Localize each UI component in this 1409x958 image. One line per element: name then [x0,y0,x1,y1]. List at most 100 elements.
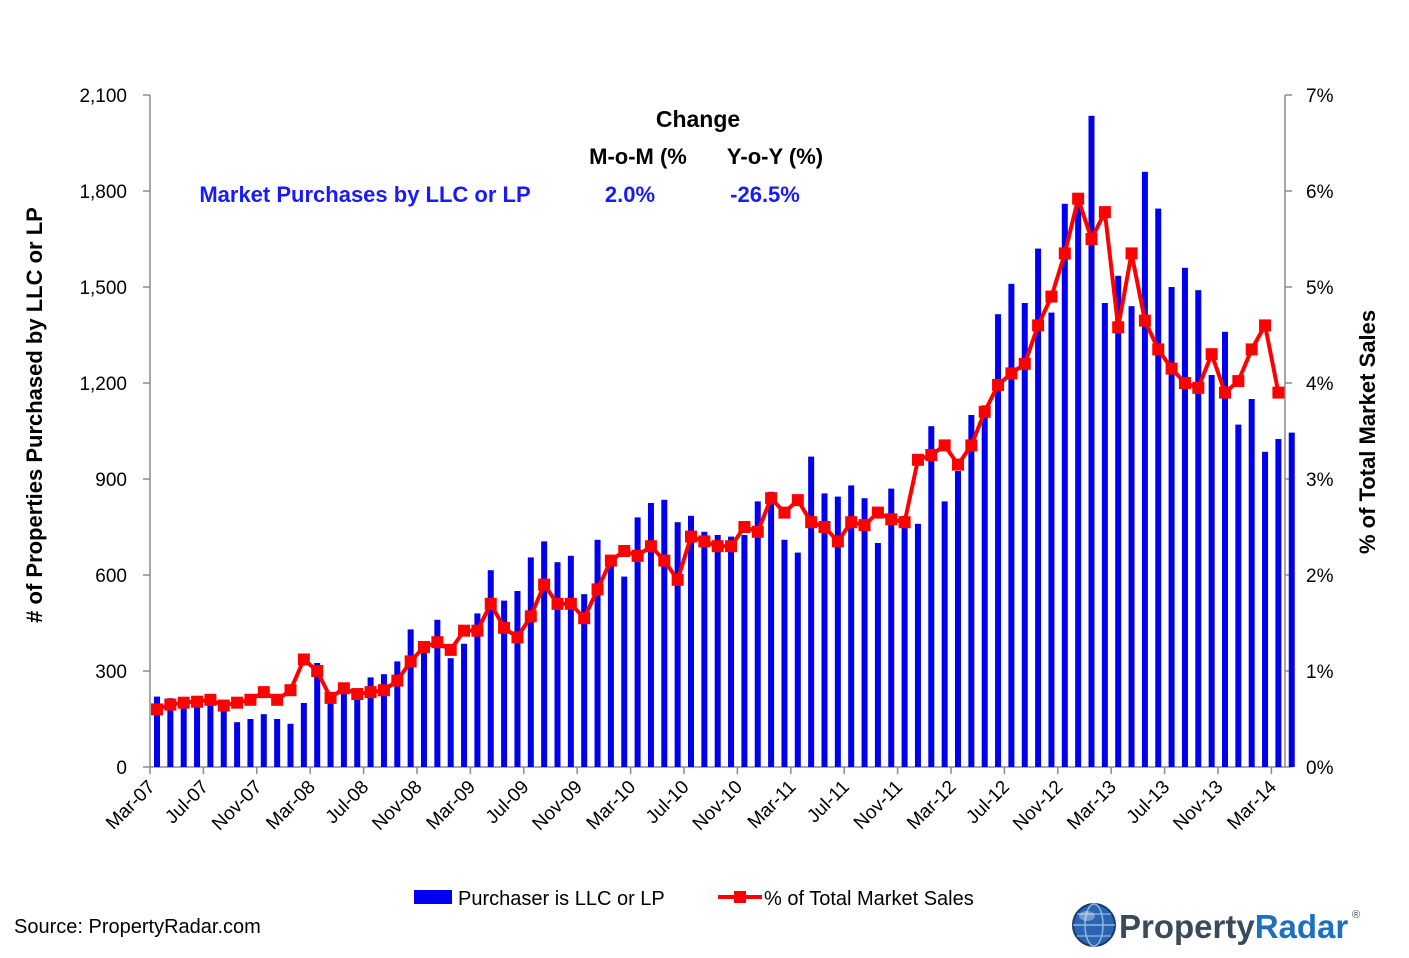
bar [314,663,321,767]
x-tick-label: Jul-10 [642,777,693,828]
bar [327,693,334,767]
line-marker [791,494,804,507]
line-marker [618,545,631,557]
x-tick-label: Mar-07 [102,777,159,834]
bar [1021,303,1028,767]
x-tick-label: Nov-11 [850,777,907,834]
bar [741,535,748,767]
bar [554,562,561,767]
line-marker [564,597,577,610]
bar [447,658,454,767]
bar [154,696,160,767]
bar [781,539,788,767]
left-y-ticks: 0 300 600 900 1,200 1,500 1,800 2,100 [79,86,150,779]
line-marker [404,655,417,668]
line-marker [1112,321,1125,334]
bar [220,709,227,767]
y-axis-label: # of Properties Purchased by LLC or LP [22,207,47,623]
y2-tick-label: 3% [1306,470,1334,491]
bar [981,405,988,767]
bar [207,699,214,767]
line-marker [364,686,377,699]
line-markers [151,192,1285,716]
annotation-yoy-value: -26.5% [730,182,800,207]
x-tick-label: Jul-13 [1123,777,1174,828]
line-marker [511,631,524,644]
line-marker [284,684,297,697]
line-marker [1085,233,1098,245]
y-tick-label: 1,500 [79,278,127,299]
legend-bar-swatch [414,890,452,904]
line-marker [418,641,430,653]
bar [874,543,881,767]
bar [541,541,548,767]
line-marker [1165,362,1178,375]
bar [1115,275,1122,767]
bar [968,415,975,767]
y-tick-label: 600 [95,566,127,587]
line-marker [871,506,884,519]
line-marker [471,624,484,637]
line-marker [271,693,284,706]
bar [1208,375,1215,767]
line-marker [591,583,604,596]
bar [1128,306,1135,767]
y-tick-label: 900 [95,470,127,491]
bar [808,456,815,767]
x-tick-label: Mar-12 [903,777,960,834]
x-tick-label: Mar-14 [1224,776,1282,834]
y2-tick-label: 7% [1306,86,1334,107]
bar [701,531,708,767]
bar [300,703,307,767]
bar [434,619,441,767]
bar [634,517,641,767]
legend: Purchaser is LLC or LP % of Total Market… [414,888,974,910]
bar [1008,283,1015,767]
x-tick-label: Mar-13 [1063,777,1120,834]
bar [194,701,201,767]
line-marker [952,458,964,471]
bar [768,491,775,767]
bar [1222,331,1228,767]
bar [607,562,614,767]
bar [287,723,294,767]
x-tick-label: Jul-08 [322,777,373,828]
legend-item-line: % of Total Market Sales [718,888,974,910]
bar [247,719,254,767]
line-marker [578,612,591,625]
bar [167,698,174,767]
bar [594,539,601,767]
line-marker [1192,381,1205,394]
line-marker [631,549,644,562]
bar [1168,287,1175,767]
bar [621,576,628,767]
x-tick-label: Jul-12 [962,777,1013,828]
bar [1048,312,1055,767]
x-tick-label: Jul-07 [161,777,212,828]
y-tick-label: 2,100 [79,86,127,107]
bar [861,498,868,767]
bar [1195,290,1202,767]
line-marker [444,643,457,656]
y-tick-label: 300 [95,662,127,683]
bar [674,522,681,767]
annotation-row-label: Market Purchases by LLC or LP [199,182,530,207]
line-marker [1245,343,1258,356]
line-marker [738,521,751,533]
annotation-yoy-header: Y-o-Y (%) [727,144,823,169]
line-marker [217,699,230,712]
y-tick-label: 0 [116,758,127,779]
bar [1141,171,1148,768]
y-tick-label: 1,200 [79,374,127,395]
brand-trademark: ® [1352,909,1360,921]
bar [501,600,508,767]
line-marker [1232,375,1245,388]
line-marker [311,665,324,677]
y2-tick-label: 2% [1306,566,1334,587]
bar [1088,115,1095,768]
line-marker [164,698,177,711]
line-marker [484,597,497,610]
line-marker [1138,314,1151,327]
line-marker [831,535,844,548]
bar [380,674,387,767]
